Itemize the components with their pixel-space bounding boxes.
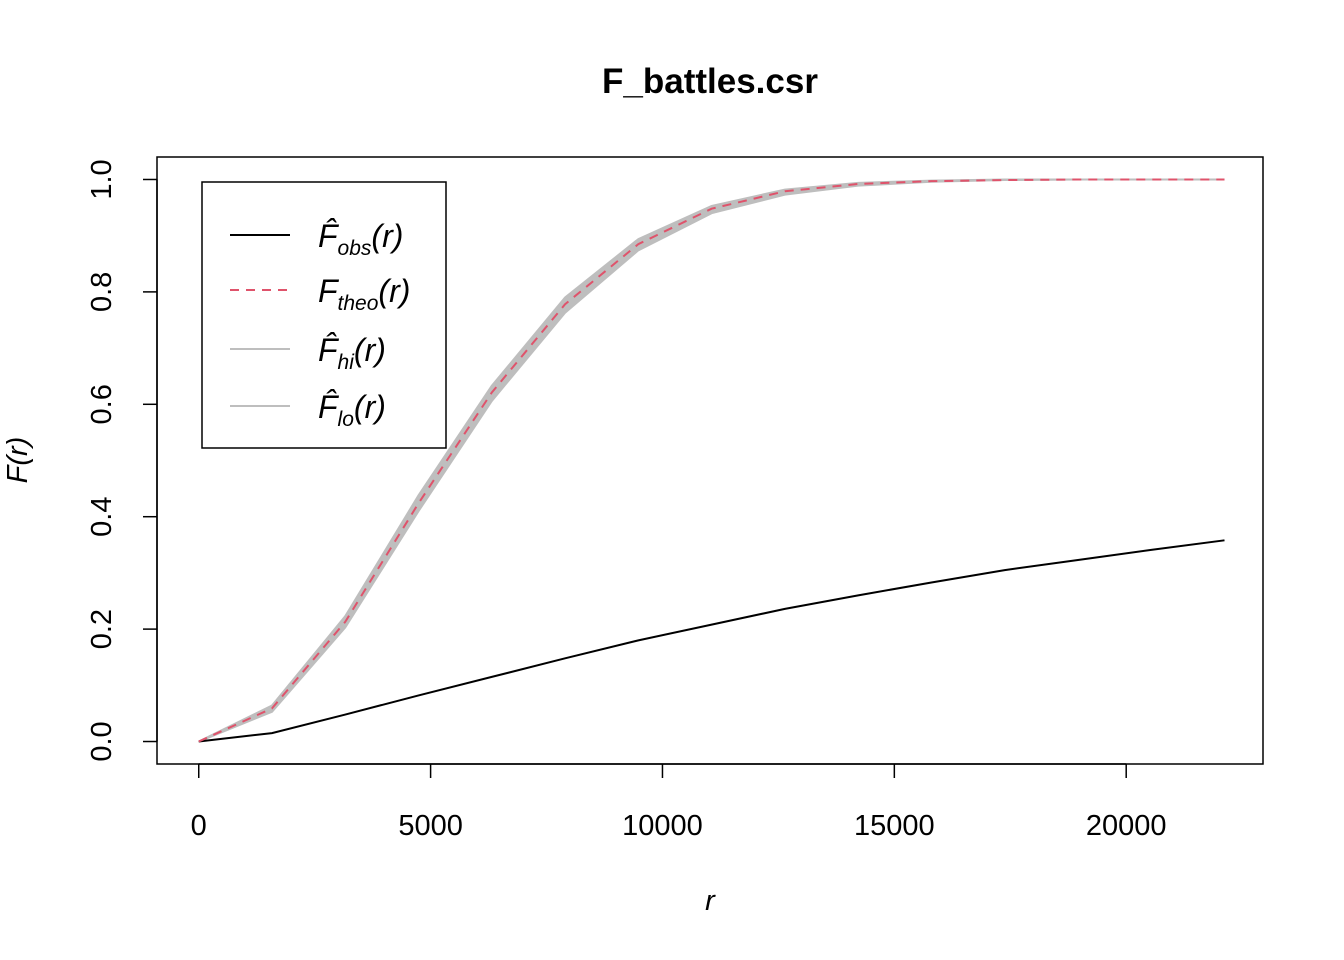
x-tick-label: 0 — [191, 810, 207, 842]
x-tick-label: 10000 — [622, 810, 703, 842]
chart-title: F_battles.csr — [602, 62, 818, 101]
y-tick-label: 1.0 — [86, 159, 118, 199]
x-tick-label: 20000 — [1086, 810, 1167, 842]
y-tick-label: 0.4 — [86, 497, 118, 537]
x-axis: 0 5000 10000 15000 20000 — [191, 763, 1167, 842]
y-axis: 0.0 0.2 0.4 0.6 0.8 1.0 — [86, 159, 158, 762]
legend-box — [201, 181, 447, 449]
series-line-theo — [198, 178, 1225, 743]
x-tick-label: 5000 — [398, 810, 463, 842]
legend-label-lo: F̂lo(r) — [318, 389, 386, 431]
series-lines — [198, 178, 1225, 743]
legend: F̂obs(r) Ftheo(r) F̂hi(r) F̂lo(r) — [201, 181, 447, 449]
y-axis-label: F(r) — [2, 437, 34, 484]
series-line-obs — [198, 539, 1225, 743]
series-line-lo — [198, 178, 1225, 743]
x-tick-label: 15000 — [854, 810, 935, 842]
y-tick-label: 0.2 — [86, 609, 118, 649]
y-tick-label: 0.8 — [86, 272, 118, 312]
y-tick-label: 0.0 — [86, 721, 118, 761]
legend-label-hi: F̂hi(r) — [318, 332, 386, 374]
legend-label-theo: Ftheo(r) — [318, 273, 410, 315]
x-axis-label: r — [705, 885, 716, 917]
y-tick-label: 0.6 — [86, 384, 118, 424]
legend-label-obs: F̂obs(r) — [318, 218, 403, 260]
